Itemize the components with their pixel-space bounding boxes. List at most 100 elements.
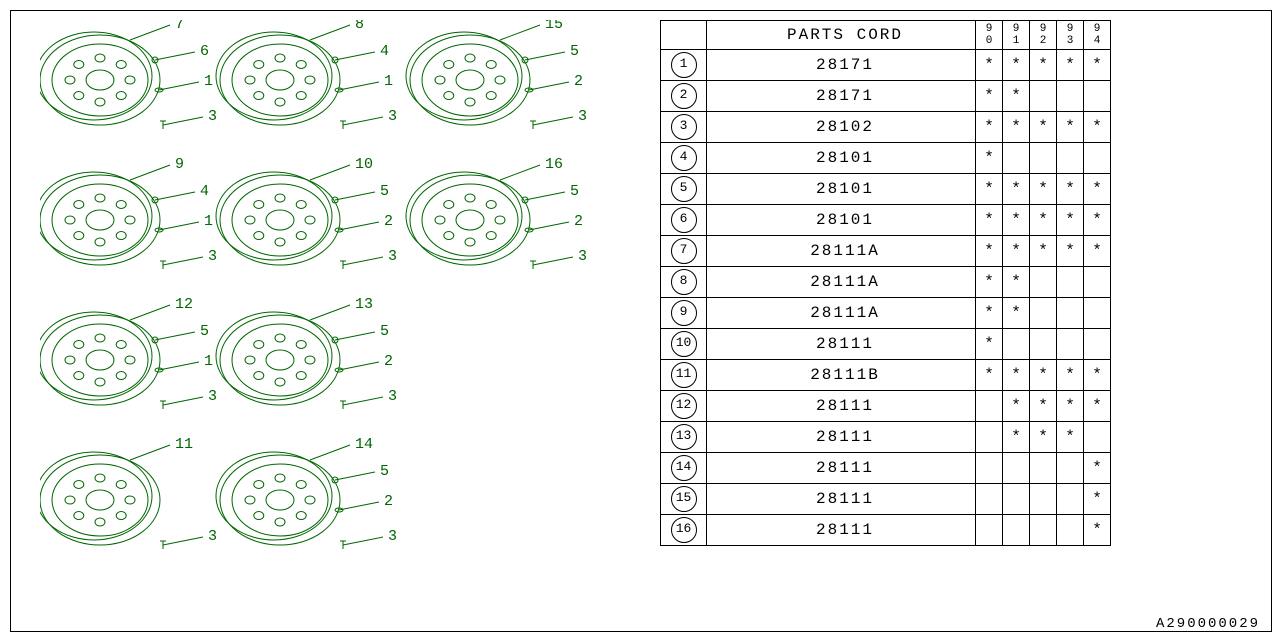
row-number: 8 — [671, 269, 697, 295]
year-mark: * — [1030, 236, 1057, 267]
svg-text:3: 3 — [388, 108, 397, 125]
row-number: 3 — [671, 114, 697, 140]
year-mark: * — [1057, 360, 1084, 391]
table-row: 428101* — [661, 143, 1111, 174]
year-mark — [1030, 484, 1057, 515]
svg-text:14: 14 — [355, 436, 373, 453]
year-mark: * — [1030, 50, 1057, 81]
svg-text:2: 2 — [384, 213, 393, 230]
year-mark: * — [976, 205, 1003, 236]
svg-text:5: 5 — [570, 183, 579, 200]
year-mark — [976, 422, 1003, 453]
svg-text:9: 9 — [175, 156, 184, 173]
year-mark — [1084, 267, 1111, 298]
year-mark — [1057, 267, 1084, 298]
svg-text:13: 13 — [355, 296, 373, 313]
row-number: 2 — [671, 83, 697, 109]
year-mark: * — [1057, 236, 1084, 267]
year-mark — [1030, 298, 1057, 329]
year-mark — [1003, 515, 1030, 546]
row-number: 14 — [671, 455, 697, 481]
year-mark — [1084, 143, 1111, 174]
year-mark: * — [1003, 360, 1030, 391]
part-code: 28102 — [707, 112, 976, 143]
part-code: 28111 — [707, 453, 976, 484]
year-mark — [1030, 143, 1057, 174]
svg-text:1: 1 — [204, 73, 213, 90]
year-mark — [1030, 515, 1057, 546]
year-mark — [1003, 453, 1030, 484]
svg-text:3: 3 — [388, 528, 397, 545]
year-mark — [1030, 267, 1057, 298]
year-mark: * — [976, 267, 1003, 298]
year-mark: * — [1084, 391, 1111, 422]
svg-text:5: 5 — [380, 183, 389, 200]
row-number: 5 — [671, 176, 697, 202]
svg-text:16: 16 — [545, 156, 563, 173]
svg-text:3: 3 — [208, 528, 217, 545]
row-number: 1 — [671, 52, 697, 78]
svg-text:3: 3 — [208, 248, 217, 265]
year-mark: * — [1084, 453, 1111, 484]
year-mark: * — [1084, 515, 1111, 546]
svg-text:3: 3 — [388, 388, 397, 405]
year-mark: * — [1030, 174, 1057, 205]
year-mark — [1030, 329, 1057, 360]
part-code: 28111 — [707, 422, 976, 453]
year-mark: * — [1057, 422, 1084, 453]
part-code: 28101 — [707, 205, 976, 236]
part-code: 28101 — [707, 174, 976, 205]
part-code: 28171 — [707, 81, 976, 112]
year-mark: * — [976, 236, 1003, 267]
svg-text:11: 11 — [175, 436, 193, 453]
year-mark: * — [1030, 422, 1057, 453]
part-code: 28111A — [707, 236, 976, 267]
parts-table: PARTS CORD 90 91 92 93 94 128171*****228… — [660, 20, 1111, 546]
svg-text:5: 5 — [200, 323, 209, 340]
svg-text:4: 4 — [200, 183, 209, 200]
year-mark: * — [1084, 50, 1111, 81]
year-mark — [1084, 329, 1111, 360]
row-number: 11 — [671, 362, 697, 388]
year-mark: * — [1003, 236, 1030, 267]
row-number: 9 — [671, 300, 697, 326]
parts-header: PARTS CORD — [707, 21, 976, 50]
year-mark: * — [1003, 298, 1030, 329]
year-mark — [1030, 453, 1057, 484]
table-row: 128171***** — [661, 50, 1111, 81]
table-row: 528101***** — [661, 174, 1111, 205]
year-mark — [1057, 515, 1084, 546]
year-mark: * — [1030, 205, 1057, 236]
svg-text:5: 5 — [380, 463, 389, 480]
svg-text:3: 3 — [208, 108, 217, 125]
year-mark: * — [1057, 174, 1084, 205]
table-row: 928111A** — [661, 298, 1111, 329]
table-row: 14 28111 * — [661, 453, 1111, 484]
svg-text:3: 3 — [388, 248, 397, 265]
part-code: 28111B — [707, 360, 976, 391]
year-mark: * — [976, 329, 1003, 360]
year-mark — [1084, 298, 1111, 329]
table-row: 16 28111 * — [661, 515, 1111, 546]
year-mark: * — [1084, 484, 1111, 515]
year-mark: * — [1003, 267, 1030, 298]
year-mark — [1057, 81, 1084, 112]
year-mark: * — [1057, 391, 1084, 422]
year-mark: * — [976, 298, 1003, 329]
year-mark — [1003, 143, 1030, 174]
row-number: 16 — [671, 517, 697, 543]
part-code: 28111 — [707, 515, 976, 546]
row-number: 4 — [671, 145, 697, 171]
svg-text:5: 5 — [380, 323, 389, 340]
row-number: 6 — [671, 207, 697, 233]
svg-text:4: 4 — [380, 43, 389, 60]
year-mark: * — [1003, 50, 1030, 81]
year-mark: * — [1084, 174, 1111, 205]
svg-text:15: 15 — [545, 20, 563, 33]
part-code: 28111A — [707, 267, 976, 298]
year-mark — [1030, 81, 1057, 112]
year-mark: * — [1057, 205, 1084, 236]
year-mark: * — [1003, 112, 1030, 143]
year-mark: * — [976, 143, 1003, 174]
year-mark: * — [1057, 112, 1084, 143]
